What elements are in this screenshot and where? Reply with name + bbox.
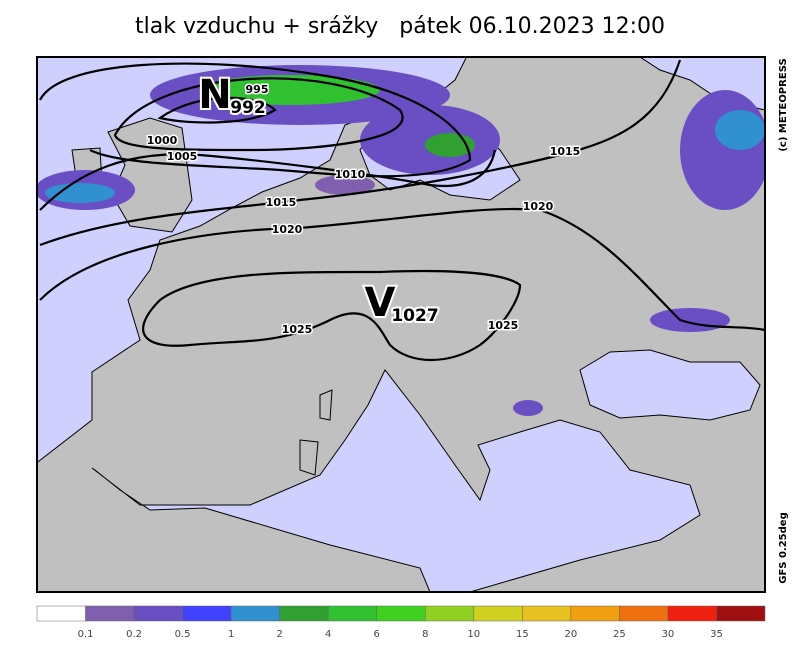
scale-label: 35	[710, 629, 723, 640]
scale-swatch	[133, 605, 183, 622]
high-letter: V	[365, 280, 396, 326]
isobar-label: 1025	[488, 319, 519, 332]
scale-swatch	[570, 605, 620, 622]
map: N 992 V 1027 995 1000 1005 1010 1015 101…	[37, 57, 765, 592]
high-value: 1027	[391, 306, 438, 326]
isobar-label: 1000	[147, 134, 178, 147]
low-value: 992	[230, 98, 266, 118]
scale-label: 0.1	[78, 629, 94, 640]
scale-swatch	[85, 605, 135, 622]
map-frame	[36, 56, 766, 593]
scale-label: 2	[276, 629, 282, 640]
title: tlak vzduchu + srážky pátek 06.10.2023 1…	[135, 14, 665, 39]
scale-swatch	[425, 605, 475, 622]
scale-label: 0.5	[175, 629, 191, 640]
scale-label: 15	[516, 629, 529, 640]
color-scale: 0.1 0.2 0.5 1 2 4 6 8 10 15 20 25 30 35	[36, 605, 766, 640]
scale-swatch	[36, 605, 86, 622]
scale-label: 0.2	[126, 629, 142, 640]
isobar-label: 1020	[523, 200, 554, 213]
scale-label: 10	[467, 629, 480, 640]
scale-swatch	[667, 605, 717, 622]
scale-swatch	[619, 605, 669, 622]
scale-swatch	[230, 605, 280, 622]
scale-label: 4	[325, 629, 331, 640]
scale-swatch	[182, 605, 232, 622]
scale-swatch	[279, 605, 329, 622]
model-info: GFS 0.25deg	[778, 512, 789, 584]
isobar-label: 1010	[335, 168, 366, 181]
isobar-label: 1020	[272, 223, 303, 236]
copyright: (c) METEOPRESS	[778, 58, 789, 151]
scale-label: 6	[374, 629, 380, 640]
scale-label: 20	[564, 629, 577, 640]
scale-swatch	[473, 605, 523, 622]
labels: N 992 V 1027 995 1000 1005 1010 1015 101…	[145, 70, 582, 338]
scale-label: 8	[422, 629, 428, 640]
scale-swatch	[327, 605, 377, 622]
precipitation	[37, 65, 765, 416]
isobar-label: 1025	[282, 323, 313, 336]
isobar-label: 1015	[266, 196, 297, 209]
scale-label: 1	[228, 629, 234, 640]
isobar-label: 1005	[167, 150, 198, 163]
scale-swatch	[716, 605, 766, 622]
low-letter: N	[198, 72, 231, 118]
scale-label: 30	[662, 629, 675, 640]
scale-label: 25	[613, 629, 626, 640]
isobar-label: 995	[246, 83, 269, 96]
scale-swatch	[522, 605, 572, 622]
isobars	[39, 59, 765, 361]
isobar-label: 1015	[550, 145, 581, 158]
scale-swatch	[376, 605, 426, 622]
